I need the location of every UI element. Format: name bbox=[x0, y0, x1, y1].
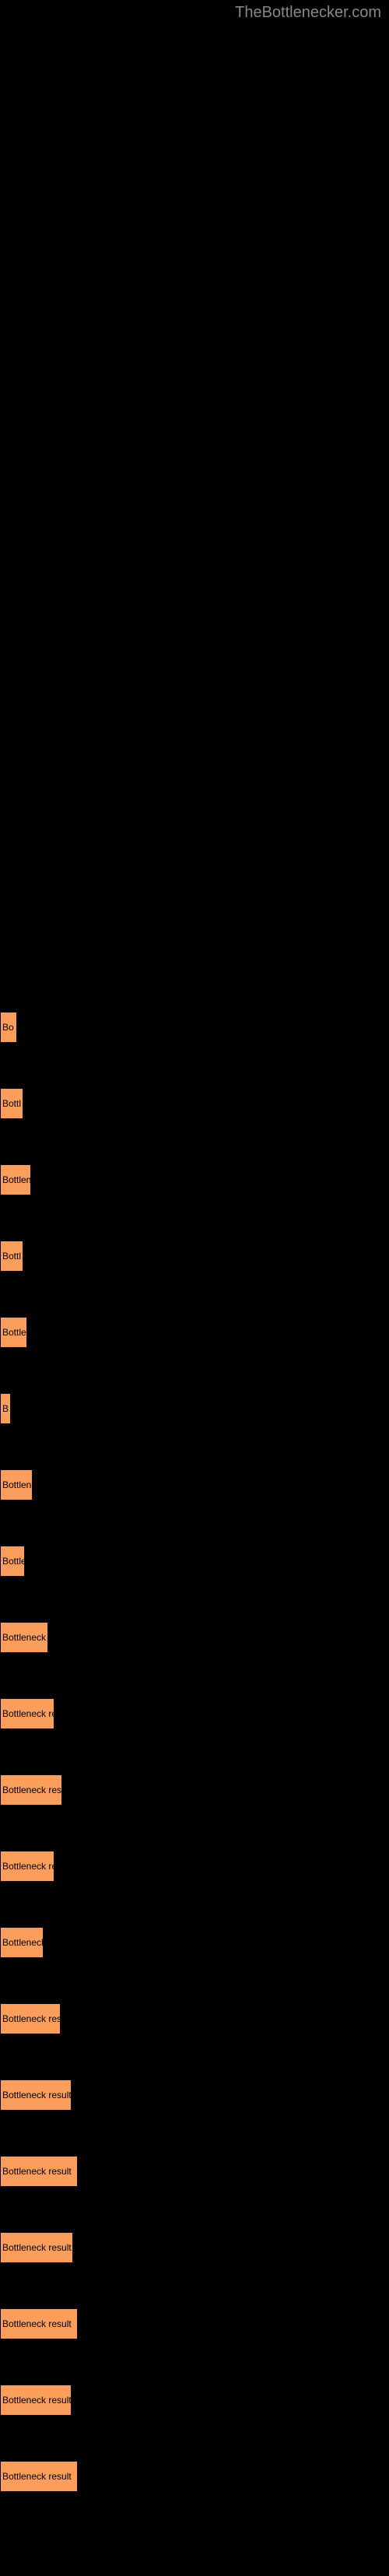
bar-row: Bottl bbox=[0, 1241, 389, 1272]
bar: Bottl bbox=[0, 1241, 23, 1272]
bar: Bottle bbox=[0, 1317, 27, 1348]
bar: Bottleneck re bbox=[0, 1622, 48, 1653]
bar-row: Bottleneck res bbox=[0, 1851, 389, 1882]
bar-row: Bottl bbox=[0, 1088, 389, 1119]
bar-row: Bottlene bbox=[0, 1469, 389, 1500]
bar: Bottle bbox=[0, 1546, 25, 1577]
bar-row: Bottlene bbox=[0, 1164, 389, 1195]
bar: Bottleneck r bbox=[0, 1927, 44, 1958]
bar: Bottlene bbox=[0, 1164, 31, 1195]
chart-container: Bo Bottl Bottlene Bottl Bottle B Bottlene Bottl… bbox=[0, 0, 389, 2576]
bar-row: B bbox=[0, 1393, 389, 1424]
bar: Bottl bbox=[0, 1088, 23, 1119]
bar-row: Bottleneck res bbox=[0, 1698, 389, 1729]
bar-row: Bottleneck result bbox=[0, 1774, 389, 1806]
bar: Bottleneck resu bbox=[0, 2003, 61, 2034]
bar-row: Bottleneck result bbox=[0, 2308, 389, 2339]
bar-row: Bottleneck result bbox=[0, 2156, 389, 2187]
bar-row: Bottle bbox=[0, 1317, 389, 1348]
bar-row: Bottleneck re bbox=[0, 1622, 389, 1653]
bar: Bottleneck result bbox=[0, 2232, 73, 2263]
bar-row: Bottleneck result bbox=[0, 2385, 389, 2416]
bar: Bottleneck result bbox=[0, 2385, 72, 2416]
bar: Bottleneck result bbox=[0, 2156, 78, 2187]
bar-row: Bottle bbox=[0, 1546, 389, 1577]
bar-row: Bo bbox=[0, 1012, 389, 1043]
bar: B bbox=[0, 1393, 11, 1424]
bar: Bottlene bbox=[0, 1469, 33, 1500]
bar: Bottleneck result bbox=[0, 2308, 78, 2339]
bar-row: Bottleneck resu bbox=[0, 2003, 389, 2034]
bar: Bottleneck result bbox=[0, 2461, 78, 2492]
bar-row: Bottleneck result bbox=[0, 2232, 389, 2263]
bar: Bottleneck res bbox=[0, 1851, 54, 1882]
bar-row: Bottleneck result bbox=[0, 2461, 389, 2492]
bar: Bottleneck result bbox=[0, 1774, 62, 1806]
bar: Bo bbox=[0, 1012, 17, 1043]
bar: Bottleneck res bbox=[0, 1698, 54, 1729]
bar-row: Bottleneck r bbox=[0, 1927, 389, 1958]
bar-row: Bottleneck result bbox=[0, 2079, 389, 2111]
bar: Bottleneck result bbox=[0, 2079, 72, 2111]
watermark-text: TheBottlenecker.com bbox=[235, 4, 381, 22]
